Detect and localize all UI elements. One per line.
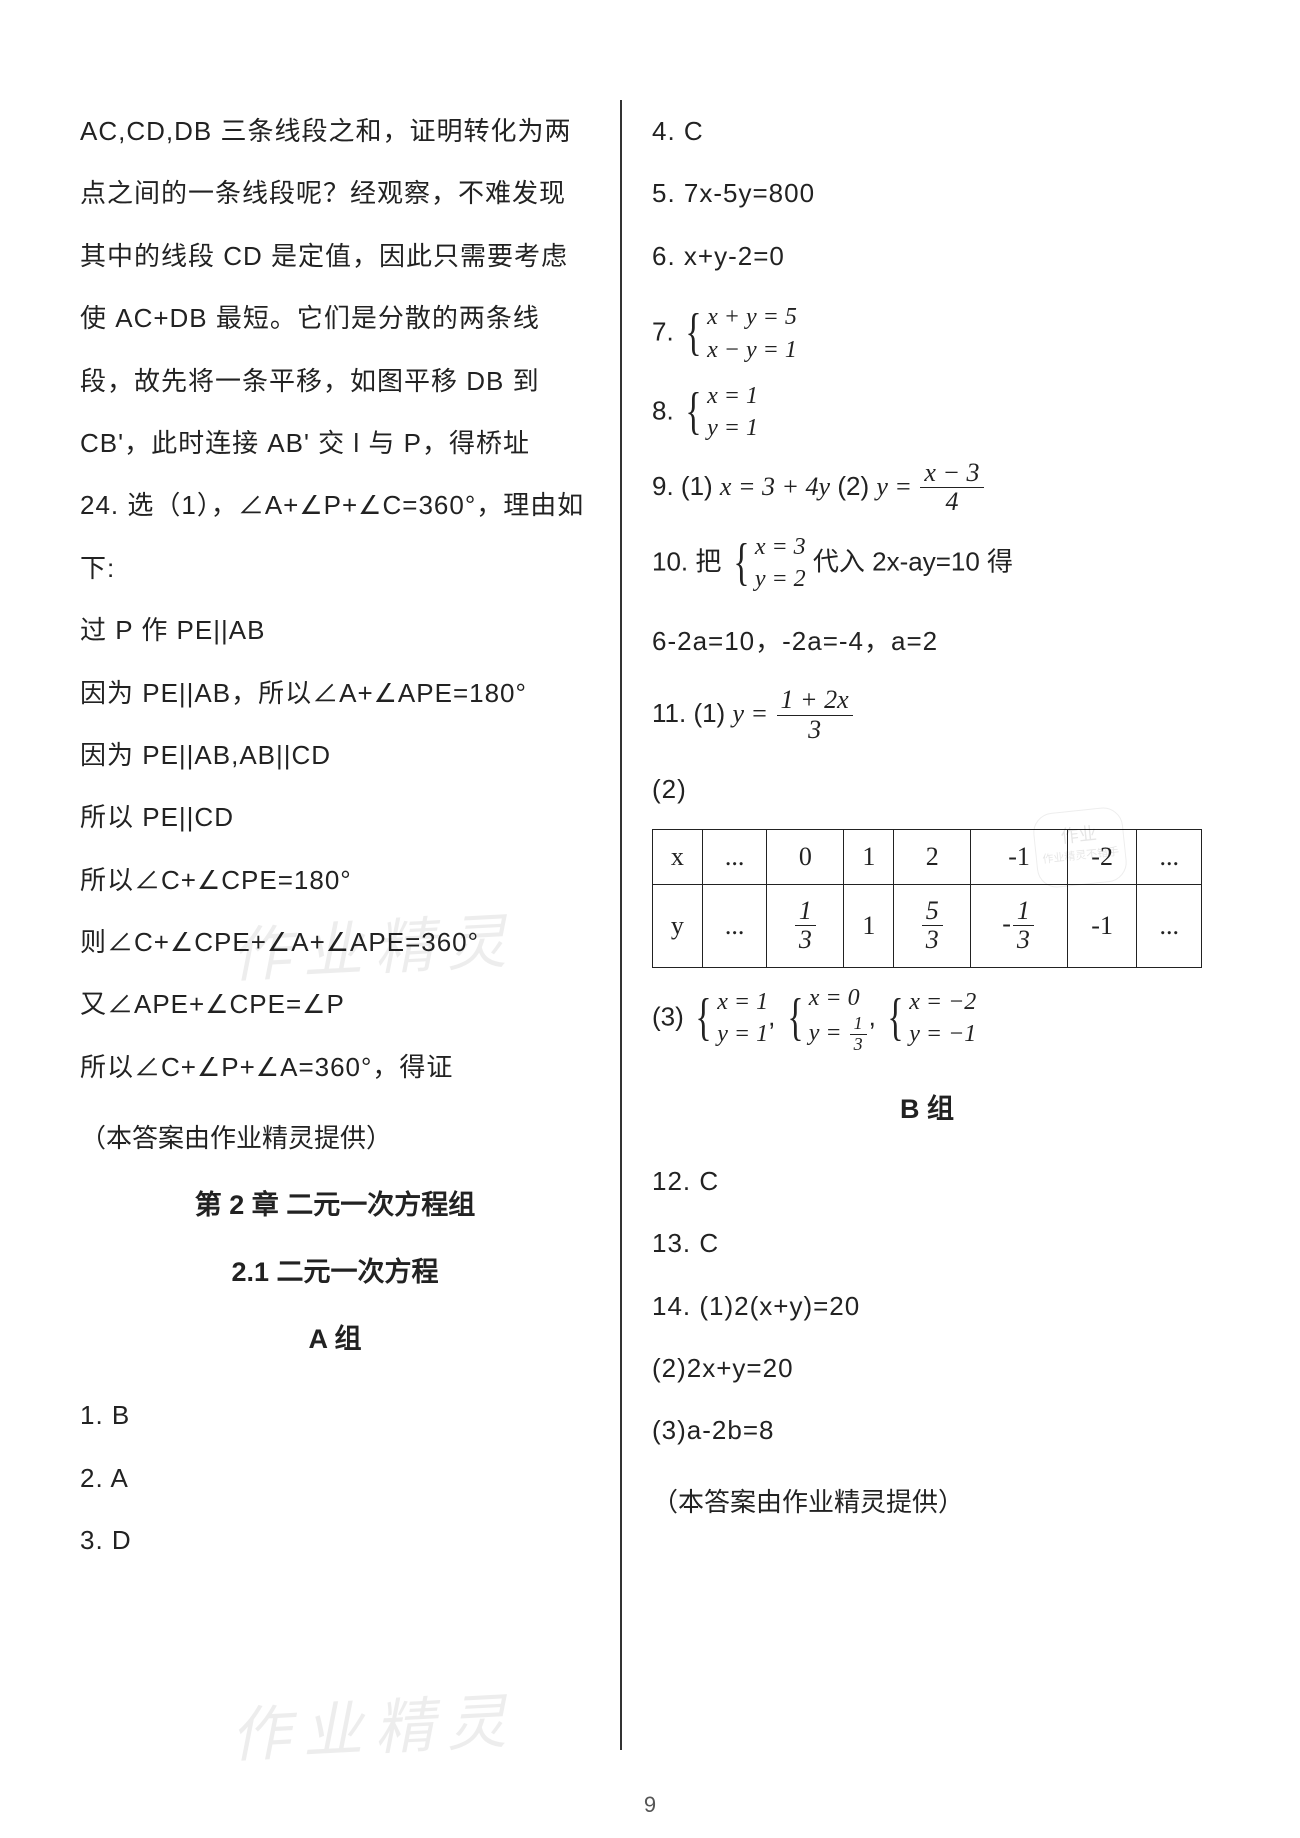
answer-q9: 9. (1) x = 3 + 4y (2) y = x − 34: [652, 459, 1202, 517]
q8-label: 8.: [652, 395, 674, 425]
q24-step: 又∠APE+∠CPE=∠P: [80, 973, 590, 1035]
denominator: 4: [920, 488, 983, 517]
equation-system: x = 3 y = 2: [755, 531, 806, 596]
q10-prefix: 10. 把: [652, 546, 721, 576]
table-cell: ...: [702, 829, 767, 884]
q24-step: 则∠C+∠CPE+∠A+∠APE=360°: [80, 911, 590, 973]
chapter-heading: 第 2 章 二元一次方程组: [80, 1183, 590, 1222]
q24-statement: 24. 选（1），∠A+∠P+∠C=360°，理由如下:: [80, 474, 590, 599]
equation-system: x = −2 y = −1: [909, 986, 976, 1051]
q11-lhs: y =: [732, 699, 774, 728]
table-cell: ...: [702, 884, 767, 967]
table-cell: y: [653, 884, 703, 967]
q24-step: 过 P 作 PE||AB: [80, 599, 590, 661]
answer-q12: 12. C: [652, 1150, 1202, 1212]
q24-step: 因为 PE||AB,AB||CD: [80, 724, 590, 786]
xy-table: x ... 0 1 2 -1 -2 ... y ... 13 1 53 -13 …: [652, 829, 1202, 968]
table-cell: ...: [1137, 884, 1202, 967]
q24-step: 因为 PE||AB，所以∠A+∠APE=180°: [80, 662, 590, 724]
answer-q14c: (3)a-2b=8: [652, 1399, 1202, 1461]
equation-system: x + y = 5 x − y = 1: [707, 301, 797, 366]
table-cell: 0: [767, 829, 844, 884]
numerator: x − 3: [920, 459, 983, 489]
eq-row: y = 1: [707, 412, 758, 444]
answer-q11-1: 11. (1) y = 1 + 2x3: [652, 686, 1202, 744]
eq-row: y = 13: [809, 1014, 869, 1055]
eq-row: x = 3: [755, 531, 806, 563]
attribution-text: （本答案由作业精灵提供）: [652, 1482, 1202, 1519]
brace-icon: {: [887, 995, 903, 1042]
eq-row: y = 1: [717, 1018, 768, 1050]
left-column: AC,CD,DB 三条线段之和，证明转化为两点之间的一条线段呢？经观察，不难发现…: [80, 100, 620, 1750]
group-a-heading: A 组: [80, 1317, 590, 1356]
table-row: y ... 13 1 53 -13 -1 ...: [653, 884, 1202, 967]
table-cell: -1: [971, 829, 1068, 884]
table-cell: 13: [767, 884, 844, 967]
two-column-layout: AC,CD,DB 三条线段之和，证明转化为两点之间的一条线段呢？经观察，不难发现…: [80, 100, 1220, 1750]
table-cell: ...: [1137, 829, 1202, 884]
brace-icon: {: [685, 310, 701, 357]
q10-result: 6-2a=10，-2a=-4，a=2: [652, 610, 1202, 672]
eq-row: x = −2: [909, 986, 976, 1018]
eq-row: y = −1: [909, 1018, 976, 1050]
q9-eq1: x = 3 + 4y: [720, 472, 830, 501]
brace-icon: {: [733, 540, 749, 587]
answer-q1: 1. B: [80, 1384, 590, 1446]
table-cell: 2: [894, 829, 971, 884]
page-number: 9: [644, 1792, 656, 1818]
q9-part2-label: (2): [837, 471, 876, 501]
paragraph-intro: AC,CD,DB 三条线段之和，证明转化为两点之间的一条线段呢？经观察，不难发现…: [80, 100, 590, 474]
q9-part1-label: 9. (1): [652, 471, 720, 501]
table-cell: x: [653, 829, 703, 884]
table-row: x ... 0 1 2 -1 -2 ...: [653, 829, 1202, 884]
q11-part3-label: (3): [652, 1001, 684, 1031]
answer-q14a: 14. (1)2(x+y)=20: [652, 1275, 1202, 1337]
eq-row: x = 0: [809, 982, 869, 1014]
equation-system: x = 1 y = 1: [707, 380, 758, 445]
answer-q6: 6. x+y-2=0: [652, 225, 1202, 287]
q10-suffix: 代入 2x-ay=10 得: [813, 546, 1013, 576]
eq-row: x = 1: [717, 986, 768, 1018]
equation-system: x = 1 y = 1: [717, 986, 768, 1051]
answer-q3: 3. D: [80, 1509, 590, 1571]
fraction: x − 34: [920, 459, 983, 517]
q24-step: 所以 PE||CD: [80, 786, 590, 848]
answer-q5: 5. 7x-5y=800: [652, 162, 1202, 224]
denominator: 3: [777, 716, 853, 745]
numerator: 1 + 2x: [777, 686, 853, 716]
section-heading: 2.1 二元一次方程: [80, 1250, 590, 1289]
answer-q2: 2. A: [80, 1447, 590, 1509]
q7-label: 7.: [652, 316, 674, 346]
group-b-heading: B 组: [652, 1087, 1202, 1126]
table-cell: -2: [1067, 829, 1136, 884]
q11-label: 11. (1): [652, 698, 732, 728]
brace-icon: {: [695, 995, 711, 1042]
brace-icon: {: [787, 995, 803, 1042]
answer-q13: 13. C: [652, 1212, 1202, 1274]
q24-step: 所以∠C+∠CPE=180°: [80, 849, 590, 911]
answer-q10: 10. 把 { x = 3 y = 2 代入 2x-ay=10 得: [652, 531, 1202, 596]
q11-part2-label: (2): [652, 758, 1202, 820]
brace-icon: {: [685, 389, 701, 436]
attribution-text: （本答案由作业精灵提供）: [80, 1118, 590, 1155]
table-cell: -13: [971, 884, 1068, 967]
answer-q7: 7. { x + y = 5 x − y = 1: [652, 301, 1202, 366]
q9-lhs: y =: [876, 472, 918, 501]
eq-row: x = 1: [707, 380, 758, 412]
answer-q11-3: (3) { x = 1 y = 1 , { x = 0 y = 13 , { x…: [652, 982, 1202, 1055]
q24-conclusion: 所以∠C+∠P+∠A=360°，得证: [80, 1036, 590, 1098]
answer-q4: 4. C: [652, 100, 1202, 162]
table-cell: 1: [844, 884, 894, 967]
right-column: 4. C 5. 7x-5y=800 6. x+y-2=0 7. { x + y …: [622, 100, 1202, 1750]
fraction: 1 + 2x3: [777, 686, 853, 744]
answer-q14b: (2)2x+y=20: [652, 1337, 1202, 1399]
eq-row: x − y = 1: [707, 334, 797, 366]
equation-system: x = 0 y = 13: [809, 982, 869, 1055]
answer-q8: 8. { x = 1 y = 1: [652, 380, 1202, 445]
table-cell: 53: [894, 884, 971, 967]
eq-row: y = 2: [755, 563, 806, 595]
table-cell: 1: [844, 829, 894, 884]
table-cell: -1: [1067, 884, 1136, 967]
eq-row: x + y = 5: [707, 301, 797, 333]
